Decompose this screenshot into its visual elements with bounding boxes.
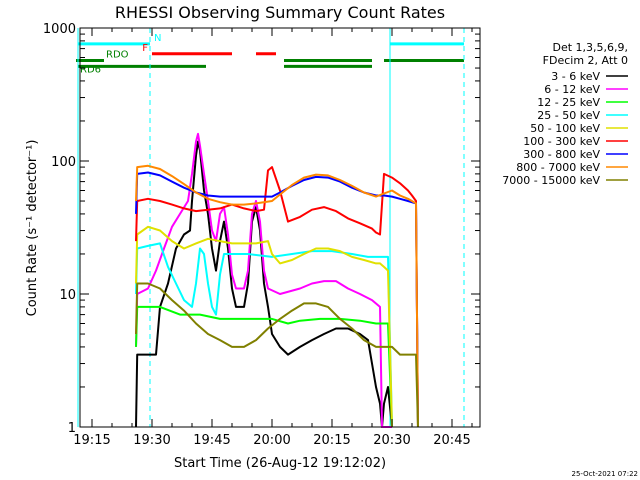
series-line-1: [135, 132, 392, 428]
x-axis: 19:15 19:30 19:45 20:00 20:15 20:30 20:45: [73, 28, 473, 448]
overlay-bars: NF RDO RD6: [76, 33, 464, 75]
legend-label-1: 6 - 12 keV: [544, 83, 600, 96]
chart-title: RHESSI Observing Summary Count Rates: [115, 3, 445, 22]
x-tick-label: 20:45: [433, 433, 470, 448]
overlay-label-n: N: [154, 33, 161, 44]
legend-label-2: 12 - 25 keV: [537, 96, 600, 109]
series-line-7: [135, 164, 419, 428]
y-axis-title: Count Rate (s⁻¹ detector⁻¹): [25, 140, 40, 317]
legend-label-0: 3 - 6 keV: [551, 70, 600, 83]
overlay-label-rdo: RDO: [106, 49, 129, 60]
y-tick-label: 100: [51, 155, 76, 170]
legend-label-4: 50 - 100 keV: [530, 122, 600, 135]
plot-frame: [79, 27, 481, 428]
x-axis-title: Start Time (26-Aug-12 19:12:02): [174, 456, 386, 471]
series-line-2: [135, 305, 393, 428]
series-line-4: [135, 225, 393, 428]
x-tick-label: 20:30: [373, 433, 410, 448]
legend-label-7: 800 - 7000 keV: [516, 161, 600, 174]
y-axis: 1 10 100 1000: [43, 22, 480, 436]
legend: Det 1,3,5,6,9,FDecim 2, Att 0 3 - 6 keV6 …: [502, 41, 628, 187]
x-tick-label: 20:00: [253, 433, 290, 448]
series-line-5: [135, 166, 419, 428]
x-tick-label: 19:15: [73, 433, 110, 448]
overlay-label-rd6: RD6: [80, 64, 101, 75]
y-tick-label: 1000: [43, 22, 76, 37]
series-group: [135, 132, 419, 428]
legend-header-0: Det 1,3,5,6,9,: [552, 41, 628, 54]
y-tick-label: 10: [59, 288, 76, 303]
y-tick-label: 1: [68, 421, 76, 436]
x-tick-label: 19:30: [133, 433, 170, 448]
overlay-label-f: F: [142, 43, 148, 54]
x-tick-label: 20:15: [313, 433, 350, 448]
legend-label-3: 25 - 50 keV: [537, 109, 600, 122]
series-line-0: [135, 140, 393, 428]
timestamp: 25-Oct-2021 07:22: [572, 470, 638, 478]
x-tick-label: 19:45: [193, 433, 230, 448]
legend-label-8: 7000 - 15000 keV: [502, 174, 600, 187]
legend-label-6: 300 - 800 keV: [523, 148, 600, 161]
legend-label-5: 100 - 300 keV: [523, 135, 600, 148]
legend-header-1: FDecim 2, Att 0: [543, 54, 628, 67]
series-line-8: [135, 282, 419, 428]
